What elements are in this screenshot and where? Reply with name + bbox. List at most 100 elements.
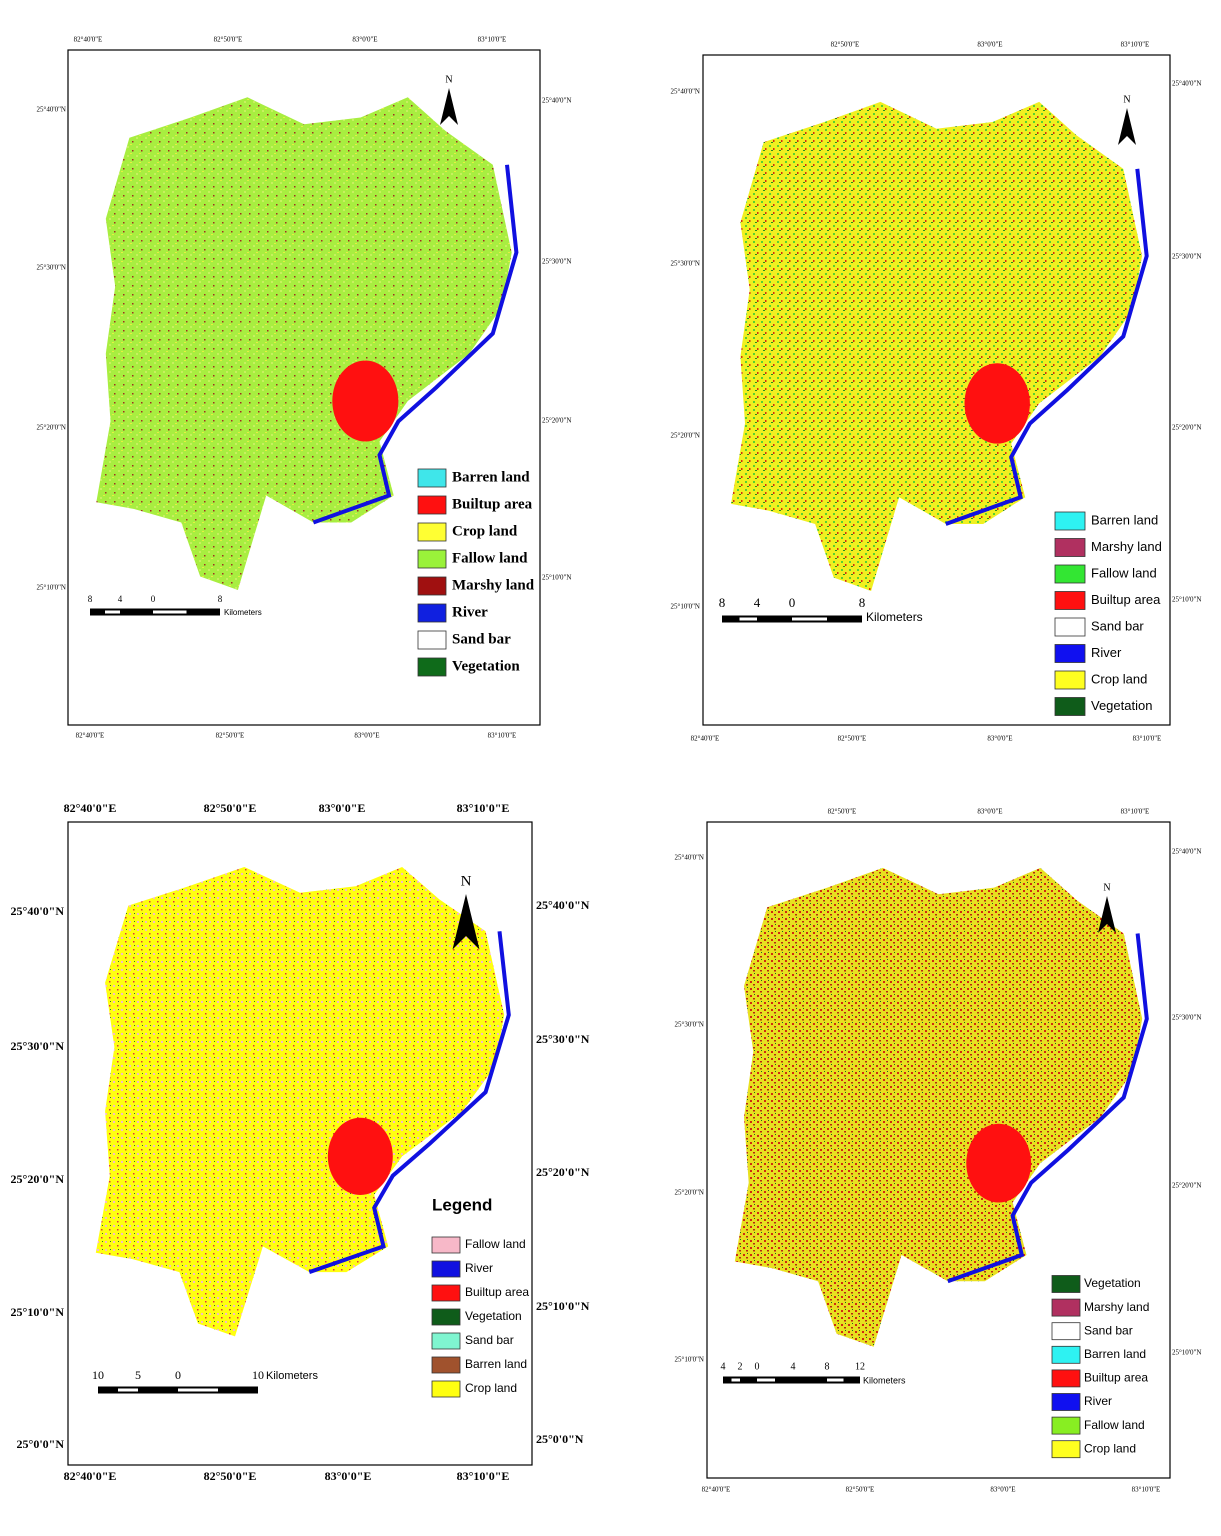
legend-label: Builtup area xyxy=(465,1285,529,1299)
coordinate-label: 82°50'0"E xyxy=(828,808,857,816)
urban-area xyxy=(327,1117,393,1195)
legend-label: Sand bar xyxy=(1084,1323,1133,1337)
legend-swatch xyxy=(417,522,447,542)
coordinate-label: 82°50'0"E xyxy=(204,1469,257,1483)
north-arrow xyxy=(440,88,458,125)
legend-swatch xyxy=(431,1332,461,1350)
coordinate-label: 83°0'0"E xyxy=(352,36,377,44)
district-area xyxy=(731,101,1142,592)
coordinate-label: 25°40'0"N xyxy=(1172,80,1201,88)
coordinate-label: 83°10'0"E xyxy=(488,732,517,740)
coordinate-label: 82°40'0"E xyxy=(691,735,720,743)
coordinate-label: 25°40'0"N xyxy=(536,898,590,912)
coordinate-label: 83°10'0"E xyxy=(457,1469,510,1483)
scale-label: 4 xyxy=(721,1361,726,1372)
coordinate-label: 25°40'0"N xyxy=(671,88,700,96)
legend-label: Barren land xyxy=(1091,512,1158,527)
coordinate-label: 25°30'0"N xyxy=(1172,1014,1201,1022)
legend-label: Builtup area xyxy=(452,496,533,512)
coordinate-label: 25°0'0"N xyxy=(536,1432,584,1446)
scale-label: 8 xyxy=(859,595,866,610)
legend-label: River xyxy=(1091,645,1122,660)
scale-bar-segment xyxy=(757,1378,775,1382)
coordinate-label: 83°0'0"E xyxy=(977,41,1002,49)
legend-swatch xyxy=(417,495,447,515)
urban-area xyxy=(332,360,399,442)
north-label: N xyxy=(445,74,452,85)
legend-swatch xyxy=(1054,591,1086,610)
legend-swatch xyxy=(1054,538,1086,557)
scale-label: 8 xyxy=(825,1361,830,1372)
river xyxy=(308,931,511,1274)
coordinate-label: 83°0'0"E xyxy=(354,732,379,740)
coordinate-label: 83°0'0"E xyxy=(977,808,1002,816)
legend-label: Crop land xyxy=(1084,1441,1136,1455)
legend-label: River xyxy=(452,604,488,620)
scale-label: 4 xyxy=(754,595,761,610)
legend-swatch xyxy=(1054,617,1086,637)
coordinate-label: 83°10'0"E xyxy=(1132,1486,1161,1494)
legend-swatch xyxy=(431,1260,461,1278)
scale-unit: Kilometers xyxy=(866,610,923,624)
legend-label: Fallow land xyxy=(452,550,528,566)
scale-label: 0 xyxy=(789,595,796,610)
legend-label: Barren land xyxy=(452,469,530,485)
legend-label: Builtup area xyxy=(1091,592,1161,607)
coordinate-label: 25°30'0"N xyxy=(536,1032,590,1046)
coordinate-label: 25°20'0"N xyxy=(11,1172,65,1186)
scale-bar-segment xyxy=(118,1388,138,1392)
scale-bar-segment xyxy=(739,617,757,621)
legend-label: Vegetation xyxy=(452,658,520,674)
scale-label: 0 xyxy=(151,594,156,604)
urban-area xyxy=(966,1123,1032,1203)
legend-swatch xyxy=(417,468,447,488)
coordinate-label: 82°40'0"E xyxy=(74,36,103,44)
coordinate-label: 25°20'0"N xyxy=(1172,1182,1201,1190)
coordinate-label: 25°30'0"N xyxy=(671,260,700,268)
coordinate-label: 25°20'0"N xyxy=(37,424,66,432)
legend-swatch xyxy=(417,576,447,596)
legend-label: Builtup area xyxy=(1084,1371,1148,1385)
scale-label: 5 xyxy=(135,1368,141,1382)
coordinate-label: 25°40'0"N xyxy=(675,854,704,862)
coordinate-label: 25°40'0"N xyxy=(1172,848,1201,856)
scale-bar-segment xyxy=(827,1378,844,1382)
legend-label: Barren land xyxy=(465,1357,527,1371)
scale-unit: Kilometers xyxy=(266,1370,318,1382)
coordinate-label: 83°0'0"E xyxy=(325,1469,372,1483)
legend-swatch xyxy=(1051,1369,1081,1388)
scale-label: 10 xyxy=(252,1368,264,1382)
map-frame xyxy=(706,821,1171,1479)
north-label: N xyxy=(1103,882,1110,893)
coordinate-label: 25°10'0"N xyxy=(1172,1349,1201,1357)
coordinate-label: 25°10'0"N xyxy=(37,584,66,592)
coordinate-label: 25°20'0"N xyxy=(536,1165,590,1179)
coordinate-label: 82°50'0"E xyxy=(214,36,243,44)
coordinate-label: 25°10'0"N xyxy=(671,603,700,611)
coordinate-label: 82°50'0"E xyxy=(846,1486,875,1494)
scale-label: 4 xyxy=(118,594,123,604)
coordinate-label: 25°10'0"N xyxy=(542,574,571,582)
legend-label: Crop land xyxy=(1091,671,1147,686)
coordinate-label: 83°0'0"E xyxy=(990,1486,1015,1494)
legend-title: Legend xyxy=(432,1195,492,1214)
legend-swatch xyxy=(1054,670,1086,690)
legend-swatch xyxy=(1051,1416,1081,1435)
coordinate-label: 82°50'0"E xyxy=(838,735,867,743)
legend-swatch xyxy=(417,603,447,623)
coordinate-label: 82°50'0"E xyxy=(831,41,860,49)
coordinate-label: 83°0'0"E xyxy=(319,801,366,815)
scale-unit: Kilometers xyxy=(224,608,262,617)
scale-label: 8 xyxy=(88,594,93,604)
coordinate-label: 25°30'0"N xyxy=(11,1039,65,1053)
coordinate-label: 25°40'0"N xyxy=(11,904,65,918)
legend-swatch xyxy=(431,1380,461,1398)
legend-label: Crop land xyxy=(452,523,518,539)
north-arrow xyxy=(1118,108,1136,145)
coordinate-label: 25°40'0"N xyxy=(37,106,66,114)
river xyxy=(947,933,1149,1284)
legend-label: Fallow land xyxy=(465,1237,526,1251)
legend-label: Marshy land xyxy=(1084,1300,1149,1314)
legend-swatch xyxy=(417,549,447,569)
legend-swatch xyxy=(1054,564,1086,584)
